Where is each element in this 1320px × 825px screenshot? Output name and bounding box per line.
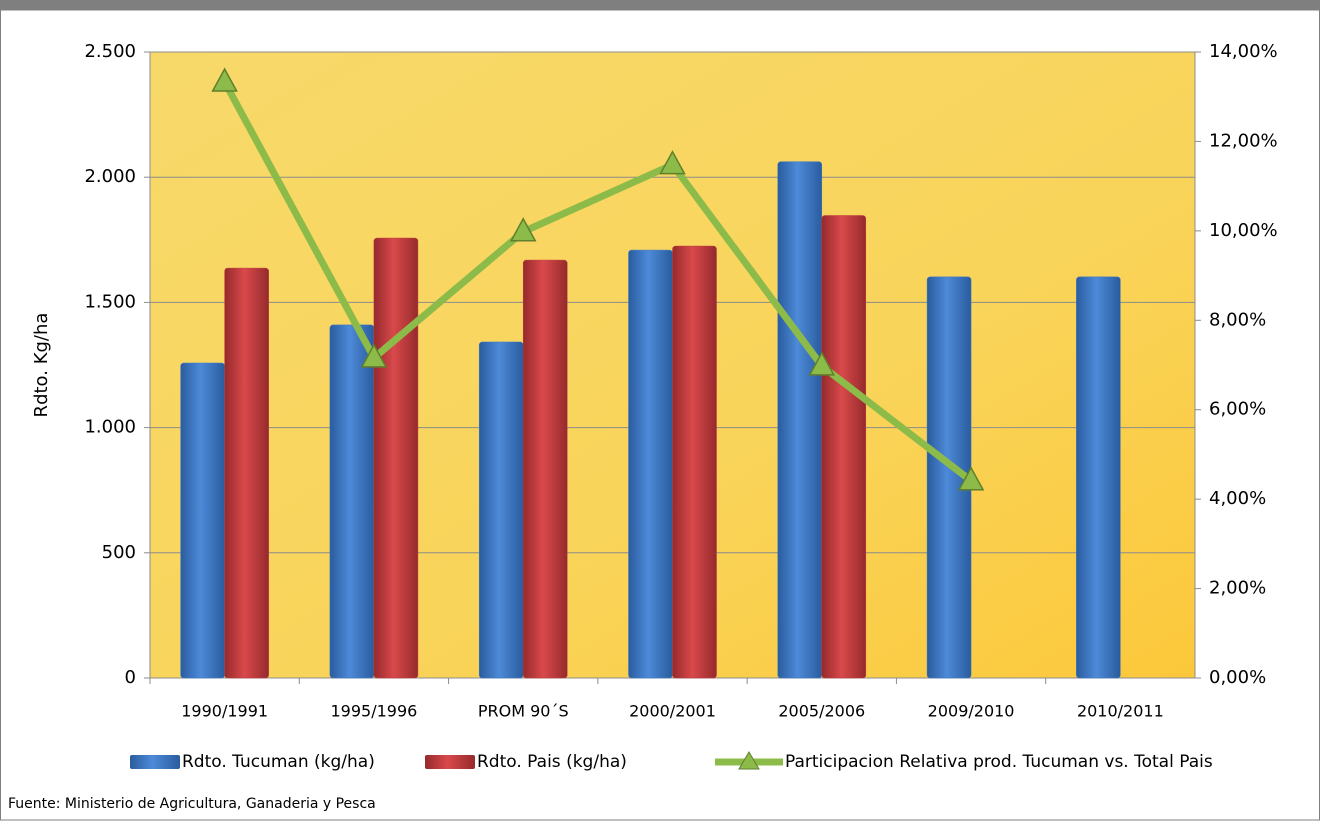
- bar: [628, 249, 673, 679]
- y2-tick-label: 6,00%: [1209, 399, 1266, 420]
- x-tick-label: 2005/2006: [778, 702, 865, 721]
- y2-tick-label: 4,00%: [1209, 488, 1266, 509]
- y2-tick-label: 2,00%: [1209, 578, 1266, 599]
- line: [221, 80, 974, 484]
- legend-swatch: [425, 755, 475, 769]
- x-tick-label: PROM 90´S: [478, 702, 569, 721]
- marker: [957, 466, 985, 491]
- bar: [180, 362, 225, 679]
- legend-swatch: [130, 755, 180, 769]
- marker: [509, 217, 537, 242]
- marker: [360, 343, 388, 368]
- y2-tick-label: 0,00%: [1209, 667, 1266, 688]
- x-tick-label: 2000/2001: [629, 702, 716, 721]
- source: Fuente: Ministerio de Agricultura, Ganad…: [8, 796, 376, 812]
- bar: [821, 215, 867, 679]
- bar: [224, 267, 269, 679]
- y2-tick-label: 12,00%: [1209, 130, 1278, 151]
- bar: [522, 259, 568, 679]
- x-tick-label: 1995/1996: [331, 702, 418, 721]
- bar: [1076, 276, 1121, 679]
- y-tick-label: 1.000: [84, 417, 136, 438]
- marker: [808, 351, 836, 376]
- x-tick-label: 2009/2010: [928, 702, 1015, 721]
- y-tick-label: 0: [125, 667, 136, 688]
- y-tick-label: 2.000: [84, 166, 136, 187]
- bar: [478, 341, 524, 679]
- y2-tick-label: 8,00%: [1209, 309, 1266, 330]
- x-tick-label: 2010/2011: [1077, 702, 1164, 721]
- bar: [672, 245, 717, 679]
- y-tick-label: 2.500: [84, 41, 136, 62]
- y-tick-label: 500: [102, 542, 136, 563]
- legend-label: Rdto. Tucuman (kg/ha): [182, 752, 375, 772]
- bar: [777, 161, 823, 679]
- legend-marker: [738, 751, 760, 770]
- y-tick-label: 1.500: [84, 291, 136, 312]
- bar: [329, 324, 375, 679]
- x-tick-label: 1990/1991: [181, 702, 268, 721]
- legend-label: Participacion Relativa prod. Tucuman vs.…: [785, 752, 1213, 772]
- y2-tick-label: 14,00%: [1209, 41, 1278, 62]
- legend-label: Rdto. Pais (kg/ha): [477, 752, 627, 772]
- marker: [659, 150, 686, 175]
- marker: [211, 67, 238, 92]
- bar: [373, 237, 419, 679]
- y-axis-label: Rdto. Kg/ha: [31, 313, 52, 418]
- y2-tick-label: 10,00%: [1209, 220, 1278, 241]
- top-bar: [0, 0, 1320, 10]
